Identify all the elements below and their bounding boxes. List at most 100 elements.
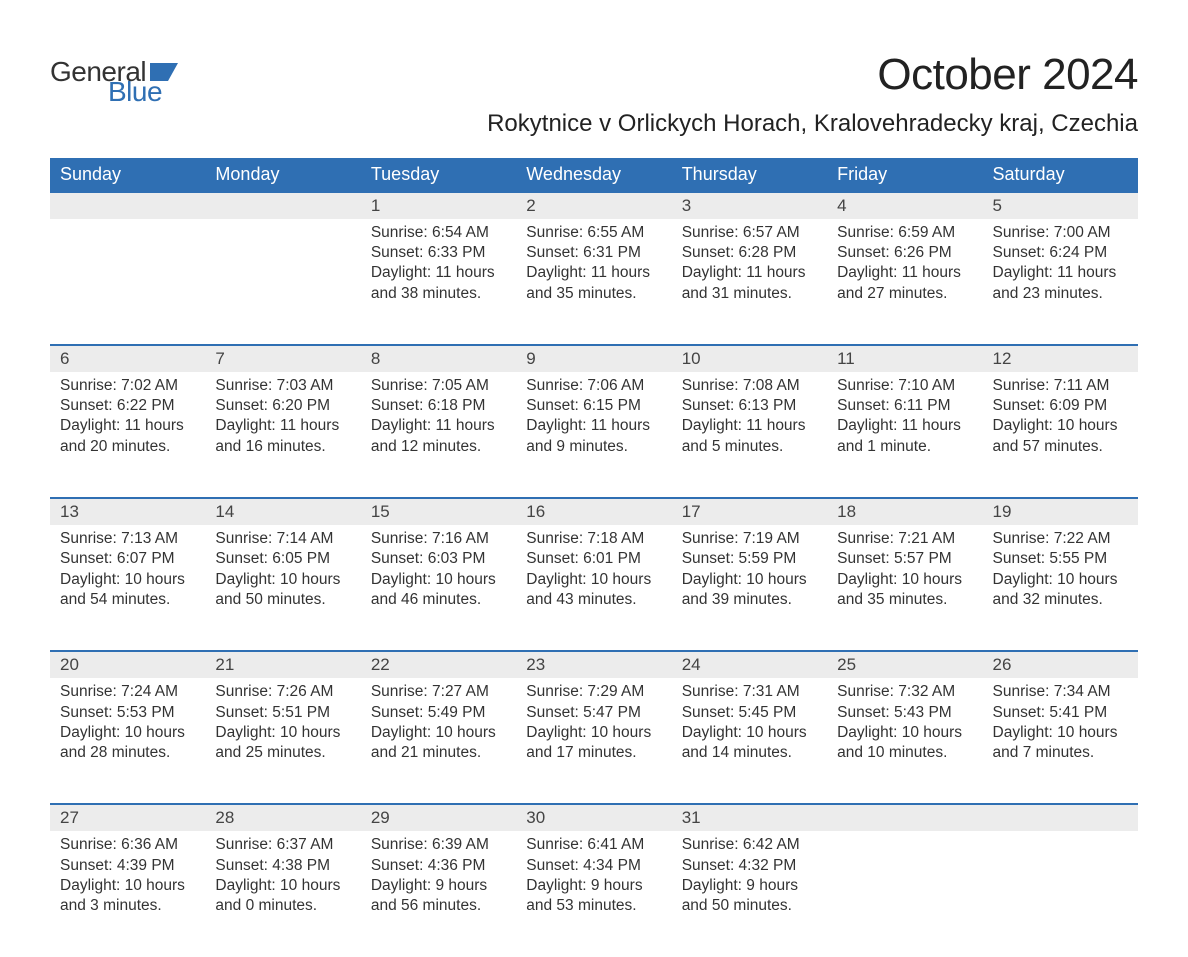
- sunset-text: Sunset: 6:03 PM: [371, 549, 506, 569]
- sunset-text: Sunset: 6:26 PM: [837, 243, 972, 263]
- day-content-row: Sunrise: 7:02 AMSunset: 6:22 PMDaylight:…: [50, 372, 1138, 498]
- day-number: 25: [827, 651, 982, 678]
- daylight-text: and 9 minutes.: [526, 437, 661, 457]
- weekday-header: Wednesday: [516, 158, 671, 192]
- day-cell: Sunrise: 7:02 AMSunset: 6:22 PMDaylight:…: [50, 372, 205, 498]
- daylight-text: Daylight: 11 hours: [526, 263, 661, 283]
- sunrise-text: Sunrise: 7:21 AM: [837, 529, 972, 549]
- sunrise-text: Sunrise: 6:39 AM: [371, 835, 506, 855]
- sunrise-text: Sunrise: 6:54 AM: [371, 223, 506, 243]
- day-number: [827, 804, 982, 831]
- day-cell: [50, 219, 205, 345]
- day-cell: Sunrise: 7:00 AMSunset: 6:24 PMDaylight:…: [983, 219, 1138, 345]
- brand-logo: General Blue: [50, 58, 178, 106]
- daylight-text: Daylight: 11 hours: [682, 263, 817, 283]
- daylight-text: and 46 minutes.: [371, 590, 506, 610]
- daylight-text: Daylight: 10 hours: [682, 723, 817, 743]
- daylight-text: and 0 minutes.: [215, 896, 350, 916]
- sunset-text: Sunset: 6:33 PM: [371, 243, 506, 263]
- sunrise-text: Sunrise: 7:03 AM: [215, 376, 350, 396]
- sunset-text: Sunset: 5:43 PM: [837, 703, 972, 723]
- daylight-text: Daylight: 11 hours: [371, 263, 506, 283]
- day-cell: Sunrise: 6:57 AMSunset: 6:28 PMDaylight:…: [672, 219, 827, 345]
- sunset-text: Sunset: 6:07 PM: [60, 549, 195, 569]
- sunset-text: Sunset: 6:22 PM: [60, 396, 195, 416]
- daylight-text: Daylight: 10 hours: [60, 876, 195, 896]
- day-number: 11: [827, 345, 982, 372]
- daylight-text: Daylight: 9 hours: [526, 876, 661, 896]
- daylight-text: and 12 minutes.: [371, 437, 506, 457]
- day-cell: Sunrise: 7:26 AMSunset: 5:51 PMDaylight:…: [205, 678, 360, 804]
- day-cell: Sunrise: 7:24 AMSunset: 5:53 PMDaylight:…: [50, 678, 205, 804]
- day-number: 8: [361, 345, 516, 372]
- day-number: 20: [50, 651, 205, 678]
- daylight-text: and 32 minutes.: [993, 590, 1128, 610]
- page-header: General Blue October 2024 Rokytnice v Or…: [50, 50, 1138, 152]
- brand-bottom: Blue: [108, 78, 178, 106]
- daylight-text: Daylight: 10 hours: [993, 416, 1128, 436]
- sunrise-text: Sunrise: 7:14 AM: [215, 529, 350, 549]
- day-cell: Sunrise: 6:41 AMSunset: 4:34 PMDaylight:…: [516, 831, 671, 957]
- day-cell: Sunrise: 6:37 AMSunset: 4:38 PMDaylight:…: [205, 831, 360, 957]
- day-cell: Sunrise: 7:18 AMSunset: 6:01 PMDaylight:…: [516, 525, 671, 651]
- day-number: 26: [983, 651, 1138, 678]
- sunset-text: Sunset: 6:28 PM: [682, 243, 817, 263]
- daylight-text: and 39 minutes.: [682, 590, 817, 610]
- sunrise-text: Sunrise: 7:24 AM: [60, 682, 195, 702]
- day-number: 27: [50, 804, 205, 831]
- day-cell: Sunrise: 7:08 AMSunset: 6:13 PMDaylight:…: [672, 372, 827, 498]
- calendar-table: Sunday Monday Tuesday Wednesday Thursday…: [50, 158, 1138, 957]
- daylight-text: and 43 minutes.: [526, 590, 661, 610]
- sunset-text: Sunset: 6:15 PM: [526, 396, 661, 416]
- day-number: 7: [205, 345, 360, 372]
- day-cell: [983, 831, 1138, 957]
- daylight-text: Daylight: 10 hours: [215, 876, 350, 896]
- daylight-text: and 38 minutes.: [371, 284, 506, 304]
- sunrise-text: Sunrise: 7:00 AM: [993, 223, 1128, 243]
- sunset-text: Sunset: 5:53 PM: [60, 703, 195, 723]
- daylight-text: and 28 minutes.: [60, 743, 195, 763]
- sunrise-text: Sunrise: 7:11 AM: [993, 376, 1128, 396]
- day-cell: Sunrise: 7:29 AMSunset: 5:47 PMDaylight:…: [516, 678, 671, 804]
- daylight-text: Daylight: 11 hours: [837, 263, 972, 283]
- daylight-text: and 20 minutes.: [60, 437, 195, 457]
- daylight-text: and 54 minutes.: [60, 590, 195, 610]
- day-number-row: 2728293031: [50, 804, 1138, 831]
- sunset-text: Sunset: 5:51 PM: [215, 703, 350, 723]
- daylight-text: Daylight: 11 hours: [682, 416, 817, 436]
- day-cell: [827, 831, 982, 957]
- day-cell: Sunrise: 7:11 AMSunset: 6:09 PMDaylight:…: [983, 372, 1138, 498]
- location-subtitle: Rokytnice v Orlickych Horach, Kralovehra…: [487, 110, 1138, 138]
- daylight-text: and 23 minutes.: [993, 284, 1128, 304]
- daylight-text: Daylight: 10 hours: [837, 570, 972, 590]
- sunset-text: Sunset: 4:32 PM: [682, 856, 817, 876]
- daylight-text: Daylight: 10 hours: [371, 723, 506, 743]
- day-cell: Sunrise: 7:31 AMSunset: 5:45 PMDaylight:…: [672, 678, 827, 804]
- sunset-text: Sunset: 4:38 PM: [215, 856, 350, 876]
- sunrise-text: Sunrise: 7:27 AM: [371, 682, 506, 702]
- day-number: 28: [205, 804, 360, 831]
- day-number: 19: [983, 498, 1138, 525]
- day-number: [983, 804, 1138, 831]
- daylight-text: Daylight: 10 hours: [526, 723, 661, 743]
- sunrise-text: Sunrise: 7:34 AM: [993, 682, 1128, 702]
- day-cell: [205, 219, 360, 345]
- sunset-text: Sunset: 6:20 PM: [215, 396, 350, 416]
- sunset-text: Sunset: 6:11 PM: [837, 396, 972, 416]
- daylight-text: and 1 minute.: [837, 437, 972, 457]
- daylight-text: Daylight: 10 hours: [371, 570, 506, 590]
- sunrise-text: Sunrise: 6:41 AM: [526, 835, 661, 855]
- sunset-text: Sunset: 6:13 PM: [682, 396, 817, 416]
- daylight-text: and 5 minutes.: [682, 437, 817, 457]
- daylight-text: Daylight: 11 hours: [371, 416, 506, 436]
- sunrise-text: Sunrise: 7:29 AM: [526, 682, 661, 702]
- day-cell: Sunrise: 6:42 AMSunset: 4:32 PMDaylight:…: [672, 831, 827, 957]
- daylight-text: and 21 minutes.: [371, 743, 506, 763]
- sunset-text: Sunset: 5:55 PM: [993, 549, 1128, 569]
- weekday-header-row: Sunday Monday Tuesday Wednesday Thursday…: [50, 158, 1138, 192]
- day-cell: Sunrise: 6:36 AMSunset: 4:39 PMDaylight:…: [50, 831, 205, 957]
- day-content-row: Sunrise: 7:24 AMSunset: 5:53 PM Daylight:…: [50, 678, 1138, 804]
- daylight-text: Daylight: 10 hours: [215, 723, 350, 743]
- daylight-text: and 56 minutes.: [371, 896, 506, 916]
- day-number: 24: [672, 651, 827, 678]
